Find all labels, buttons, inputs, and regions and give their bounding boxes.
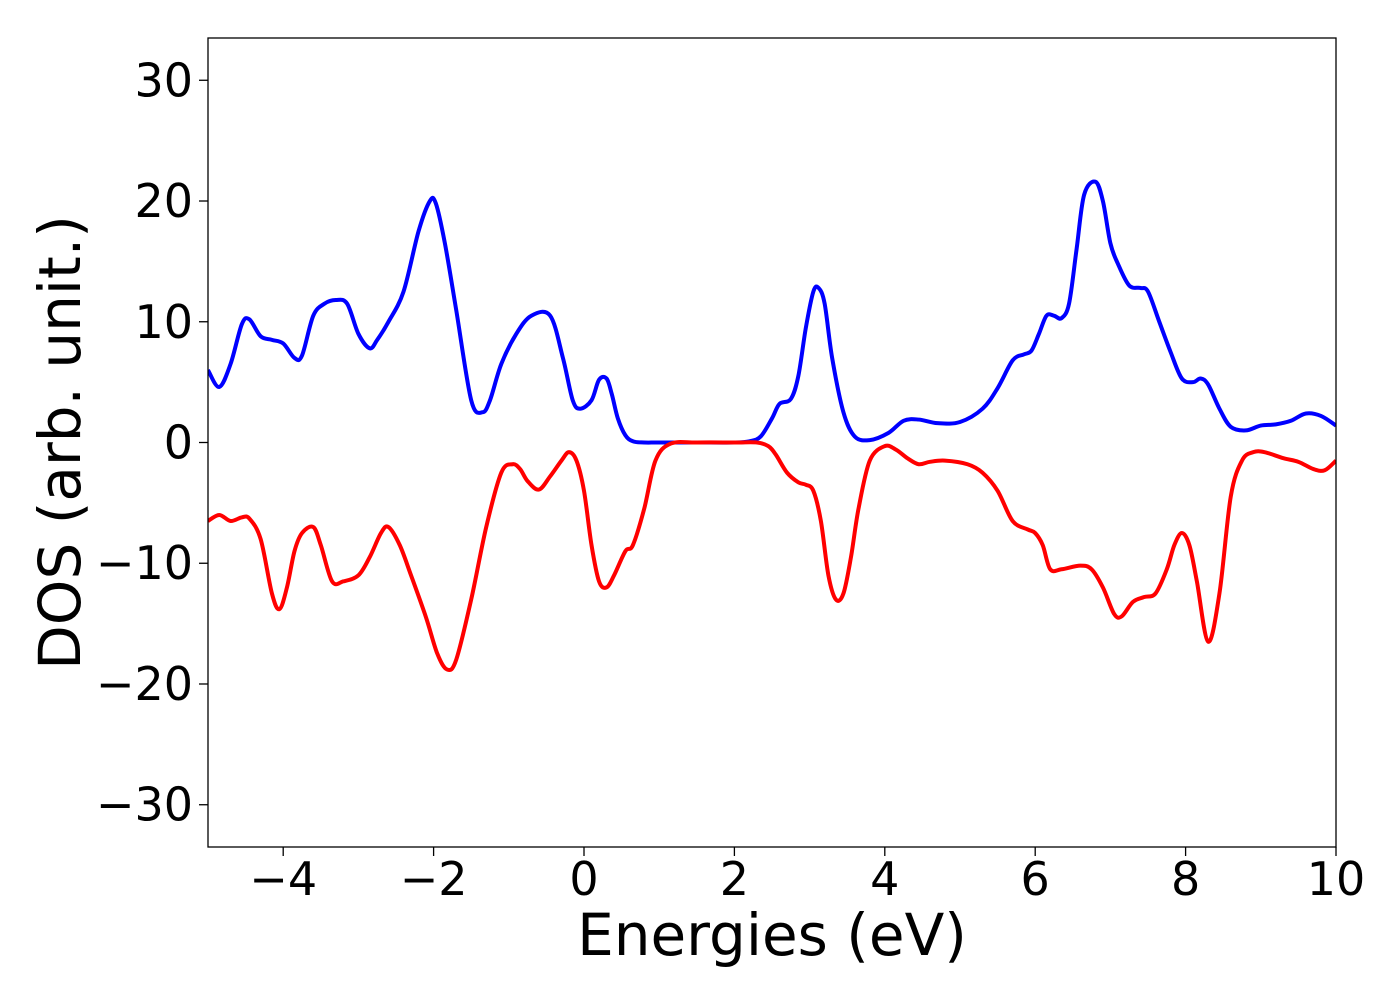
- y-tick-label: −10: [96, 536, 193, 590]
- series-line-0: [208, 179, 1336, 445]
- y-tick-label: 20: [134, 174, 193, 228]
- y-tick-label: 0: [164, 416, 193, 470]
- x-axis-label: Energies (eV): [577, 901, 967, 969]
- series-layer: [208, 179, 1336, 673]
- y-tick-label: −20: [96, 657, 193, 711]
- x-tick-label: 4: [870, 852, 899, 906]
- y-tick-label: 10: [134, 295, 193, 349]
- x-tick-label: −2: [400, 852, 468, 906]
- x-tick-label: 2: [720, 852, 749, 906]
- x-tick-label: 6: [1021, 852, 1050, 906]
- y-tick-label: −30: [96, 778, 193, 832]
- x-tick-label: −4: [249, 852, 317, 906]
- series-line-1: [208, 440, 1336, 673]
- x-tick-label: 8: [1171, 852, 1200, 906]
- y-tick-label: 30: [134, 53, 193, 107]
- y-axis-label: DOS (arb. unit.): [26, 215, 94, 670]
- x-tick-label: 0: [569, 852, 598, 906]
- x-tick-label: 10: [1307, 852, 1366, 906]
